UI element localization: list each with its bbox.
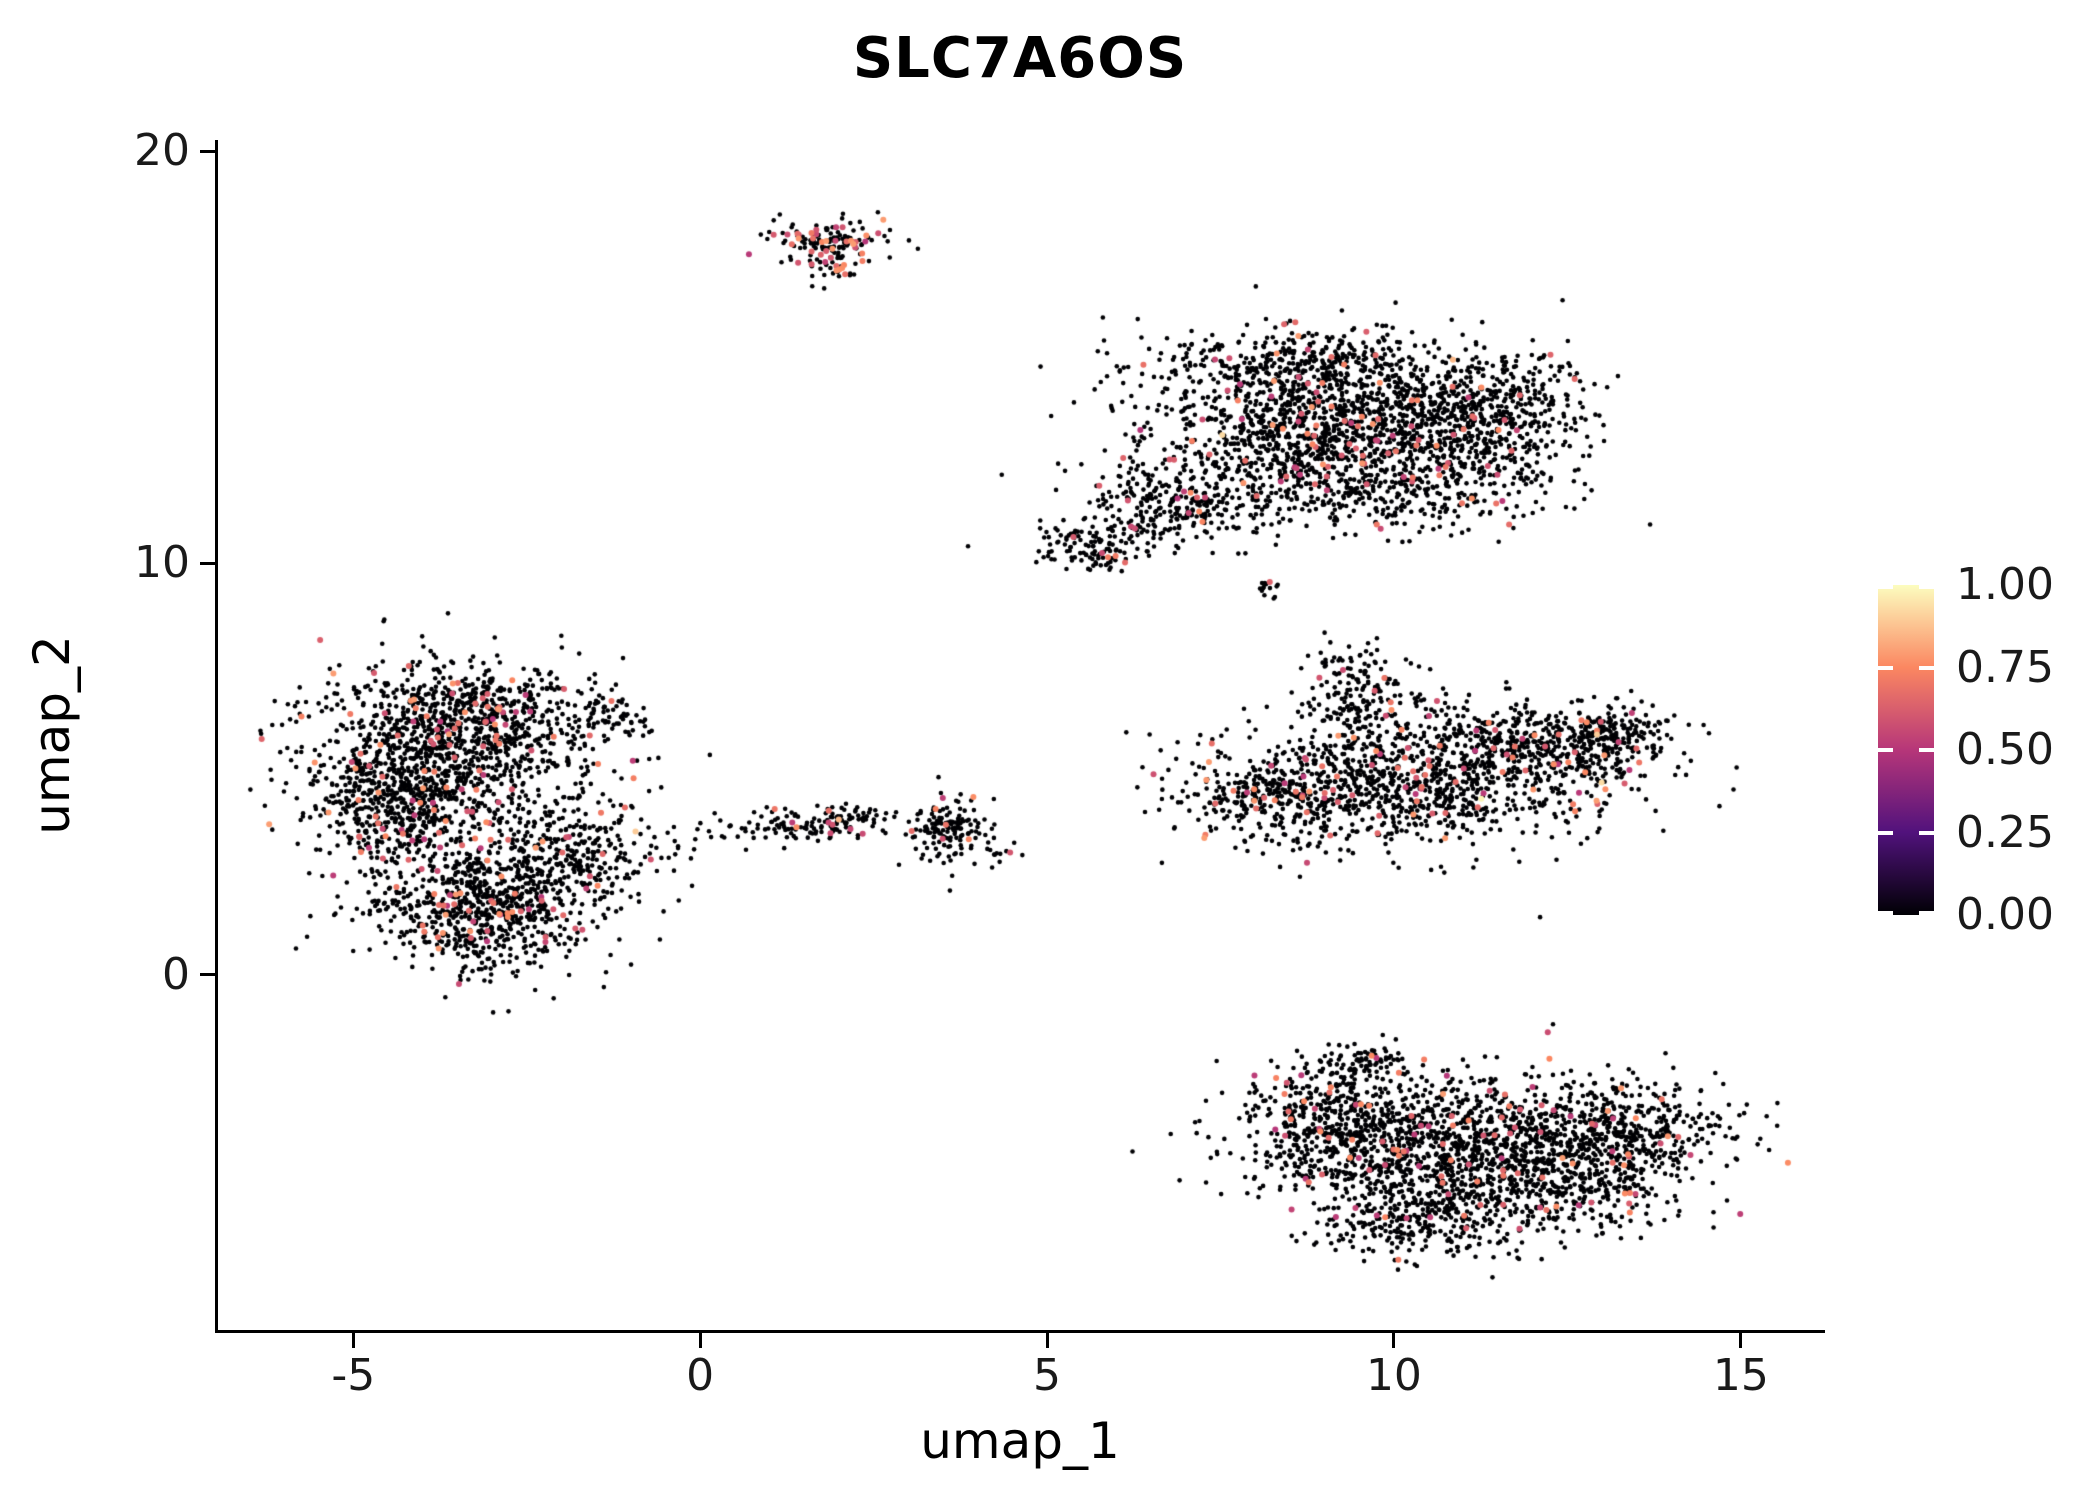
y-tick-mark — [200, 561, 215, 565]
colorbar-legend: 1.00 0.75 0.50 0.25 0.00 — [1878, 559, 2100, 940]
x-tick-label: 5 — [1033, 1350, 1062, 1401]
x-axis-title: umap_1 — [920, 1412, 1120, 1470]
x-tick-mark — [1392, 1333, 1396, 1348]
y-tick-mark — [200, 149, 215, 153]
colorbar-label: 0.25 — [1956, 806, 2054, 858]
colorbar-label: 0.00 — [1956, 889, 2054, 940]
colorbar-tick — [1878, 830, 1893, 835]
y-tick-mark — [200, 973, 215, 977]
colorbar-tick — [1919, 665, 1934, 670]
colorbar-tick — [1919, 748, 1934, 752]
chart-title: SLC7A6OS — [852, 26, 1188, 91]
x-tick-label: 0 — [686, 1350, 715, 1401]
colorbar-tick — [1878, 585, 1893, 589]
colorbar-tick — [1878, 665, 1893, 670]
x-tick-label: 15 — [1712, 1350, 1769, 1401]
x-tick-label: -5 — [331, 1350, 376, 1401]
colorbar-tick — [1919, 911, 1934, 915]
y-tick-label: 10 — [134, 537, 190, 589]
colorbar-tick — [1878, 748, 1893, 752]
colorbar-label: 0.50 — [1956, 724, 2054, 775]
x-tick-mark — [698, 1333, 702, 1348]
y-axis-title: umap_2 — [23, 635, 81, 835]
x-tick-label: 10 — [1365, 1350, 1422, 1401]
colorbar-tick — [1878, 911, 1893, 915]
x-axis-line — [215, 1330, 1825, 1333]
y-axis-line — [215, 140, 218, 1333]
y-tick-label: 20 — [134, 125, 190, 177]
colorbar-label: 0.75 — [1956, 641, 2054, 693]
x-tick-mark — [1739, 1333, 1743, 1348]
colorbar-label: 1.00 — [1956, 559, 2054, 610]
colorbar-tick — [1919, 585, 1934, 589]
colorbar-tick — [1919, 830, 1934, 835]
x-tick-mark — [351, 1333, 355, 1348]
y-tick-label: 0 — [162, 948, 190, 1000]
x-tick-mark — [1045, 1333, 1049, 1348]
